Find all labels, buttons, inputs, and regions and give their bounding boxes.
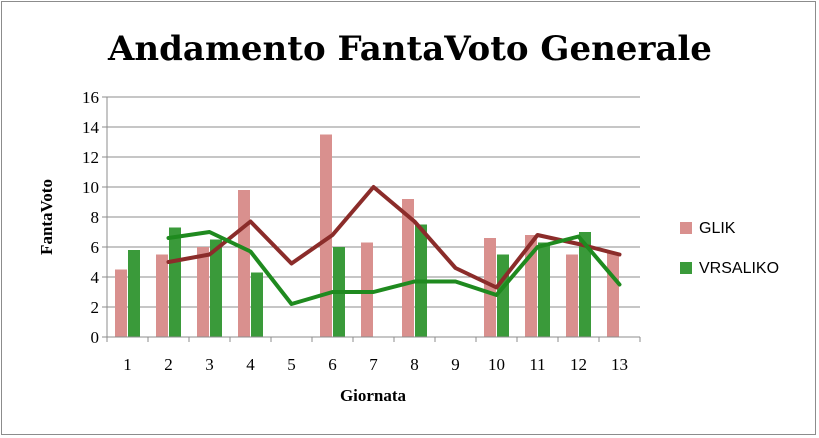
bar-vrsaliko [497, 254, 509, 337]
legend: GLIK VRSALIKO [680, 220, 779, 277]
y-tick-label: 0 [91, 328, 100, 347]
bar-vrsaliko [251, 272, 263, 337]
grid-lines [107, 96, 640, 308]
bar-glik [566, 254, 578, 337]
y-tick-label: 2 [91, 298, 100, 317]
x-tick-label: 10 [488, 355, 505, 374]
y-tick-label: 14 [82, 118, 100, 137]
bar-glik [607, 253, 619, 337]
y-tick-labels: 0 2 4 6 8 10 12 14 16 [82, 88, 100, 347]
y-axis-label: FantaVoto [37, 179, 56, 255]
bar-vrsaliko [579, 232, 591, 337]
x-tick-label: 2 [164, 355, 173, 374]
x-tick-label: 3 [205, 355, 214, 374]
bar-vrsaliko [210, 239, 222, 337]
y-tick-label: 16 [82, 88, 99, 107]
bar-glik [484, 238, 496, 337]
trend-line-1 [166, 185, 622, 290]
bar-glik [238, 190, 250, 337]
bar-glik [156, 254, 168, 337]
trend-line-2 [166, 230, 622, 306]
x-tick-label: 7 [369, 355, 378, 374]
y-tick-label: 10 [82, 178, 99, 197]
bar-glik [115, 269, 127, 337]
x-tick-label: 9 [451, 355, 460, 374]
legend-label-glik: GLIK [699, 220, 736, 237]
y-tick-label: 12 [82, 148, 99, 167]
x-tick-label: 6 [328, 355, 337, 374]
bar-glik [361, 242, 373, 337]
bar-series [115, 134, 619, 337]
bar-glik [402, 199, 414, 337]
legend-label-vrsaliko: VRSALIKO [699, 260, 779, 277]
axes [102, 96, 641, 342]
x-tick-label: 12 [570, 355, 587, 374]
trend-lines [166, 185, 622, 306]
bar-glik [320, 134, 332, 337]
legend-swatch-vrsaliko [680, 262, 692, 274]
chart-title: Andamento FantaVoto Generale [107, 29, 712, 69]
bar-vrsaliko [538, 242, 550, 337]
bar-glik [197, 247, 209, 337]
bar-vrsaliko [128, 250, 140, 337]
x-tick-labels: 1 2 3 4 5 6 7 8 9 10 11 12 13 [123, 355, 628, 374]
x-tick-label: 8 [410, 355, 419, 374]
y-tick-label: 8 [91, 208, 100, 227]
x-tick-label: 1 [123, 355, 132, 374]
x-axis-label: Giornata [340, 386, 407, 405]
legend-swatch-glik [680, 222, 692, 234]
x-tick-label: 11 [529, 355, 545, 374]
y-tick-label: 4 [91, 268, 100, 287]
y-tick-label: 6 [91, 238, 100, 257]
x-tick-label: 13 [611, 355, 628, 374]
bar-vrsaliko [169, 227, 181, 337]
x-tick-label: 5 [287, 355, 296, 374]
x-tick-label: 4 [246, 355, 255, 374]
